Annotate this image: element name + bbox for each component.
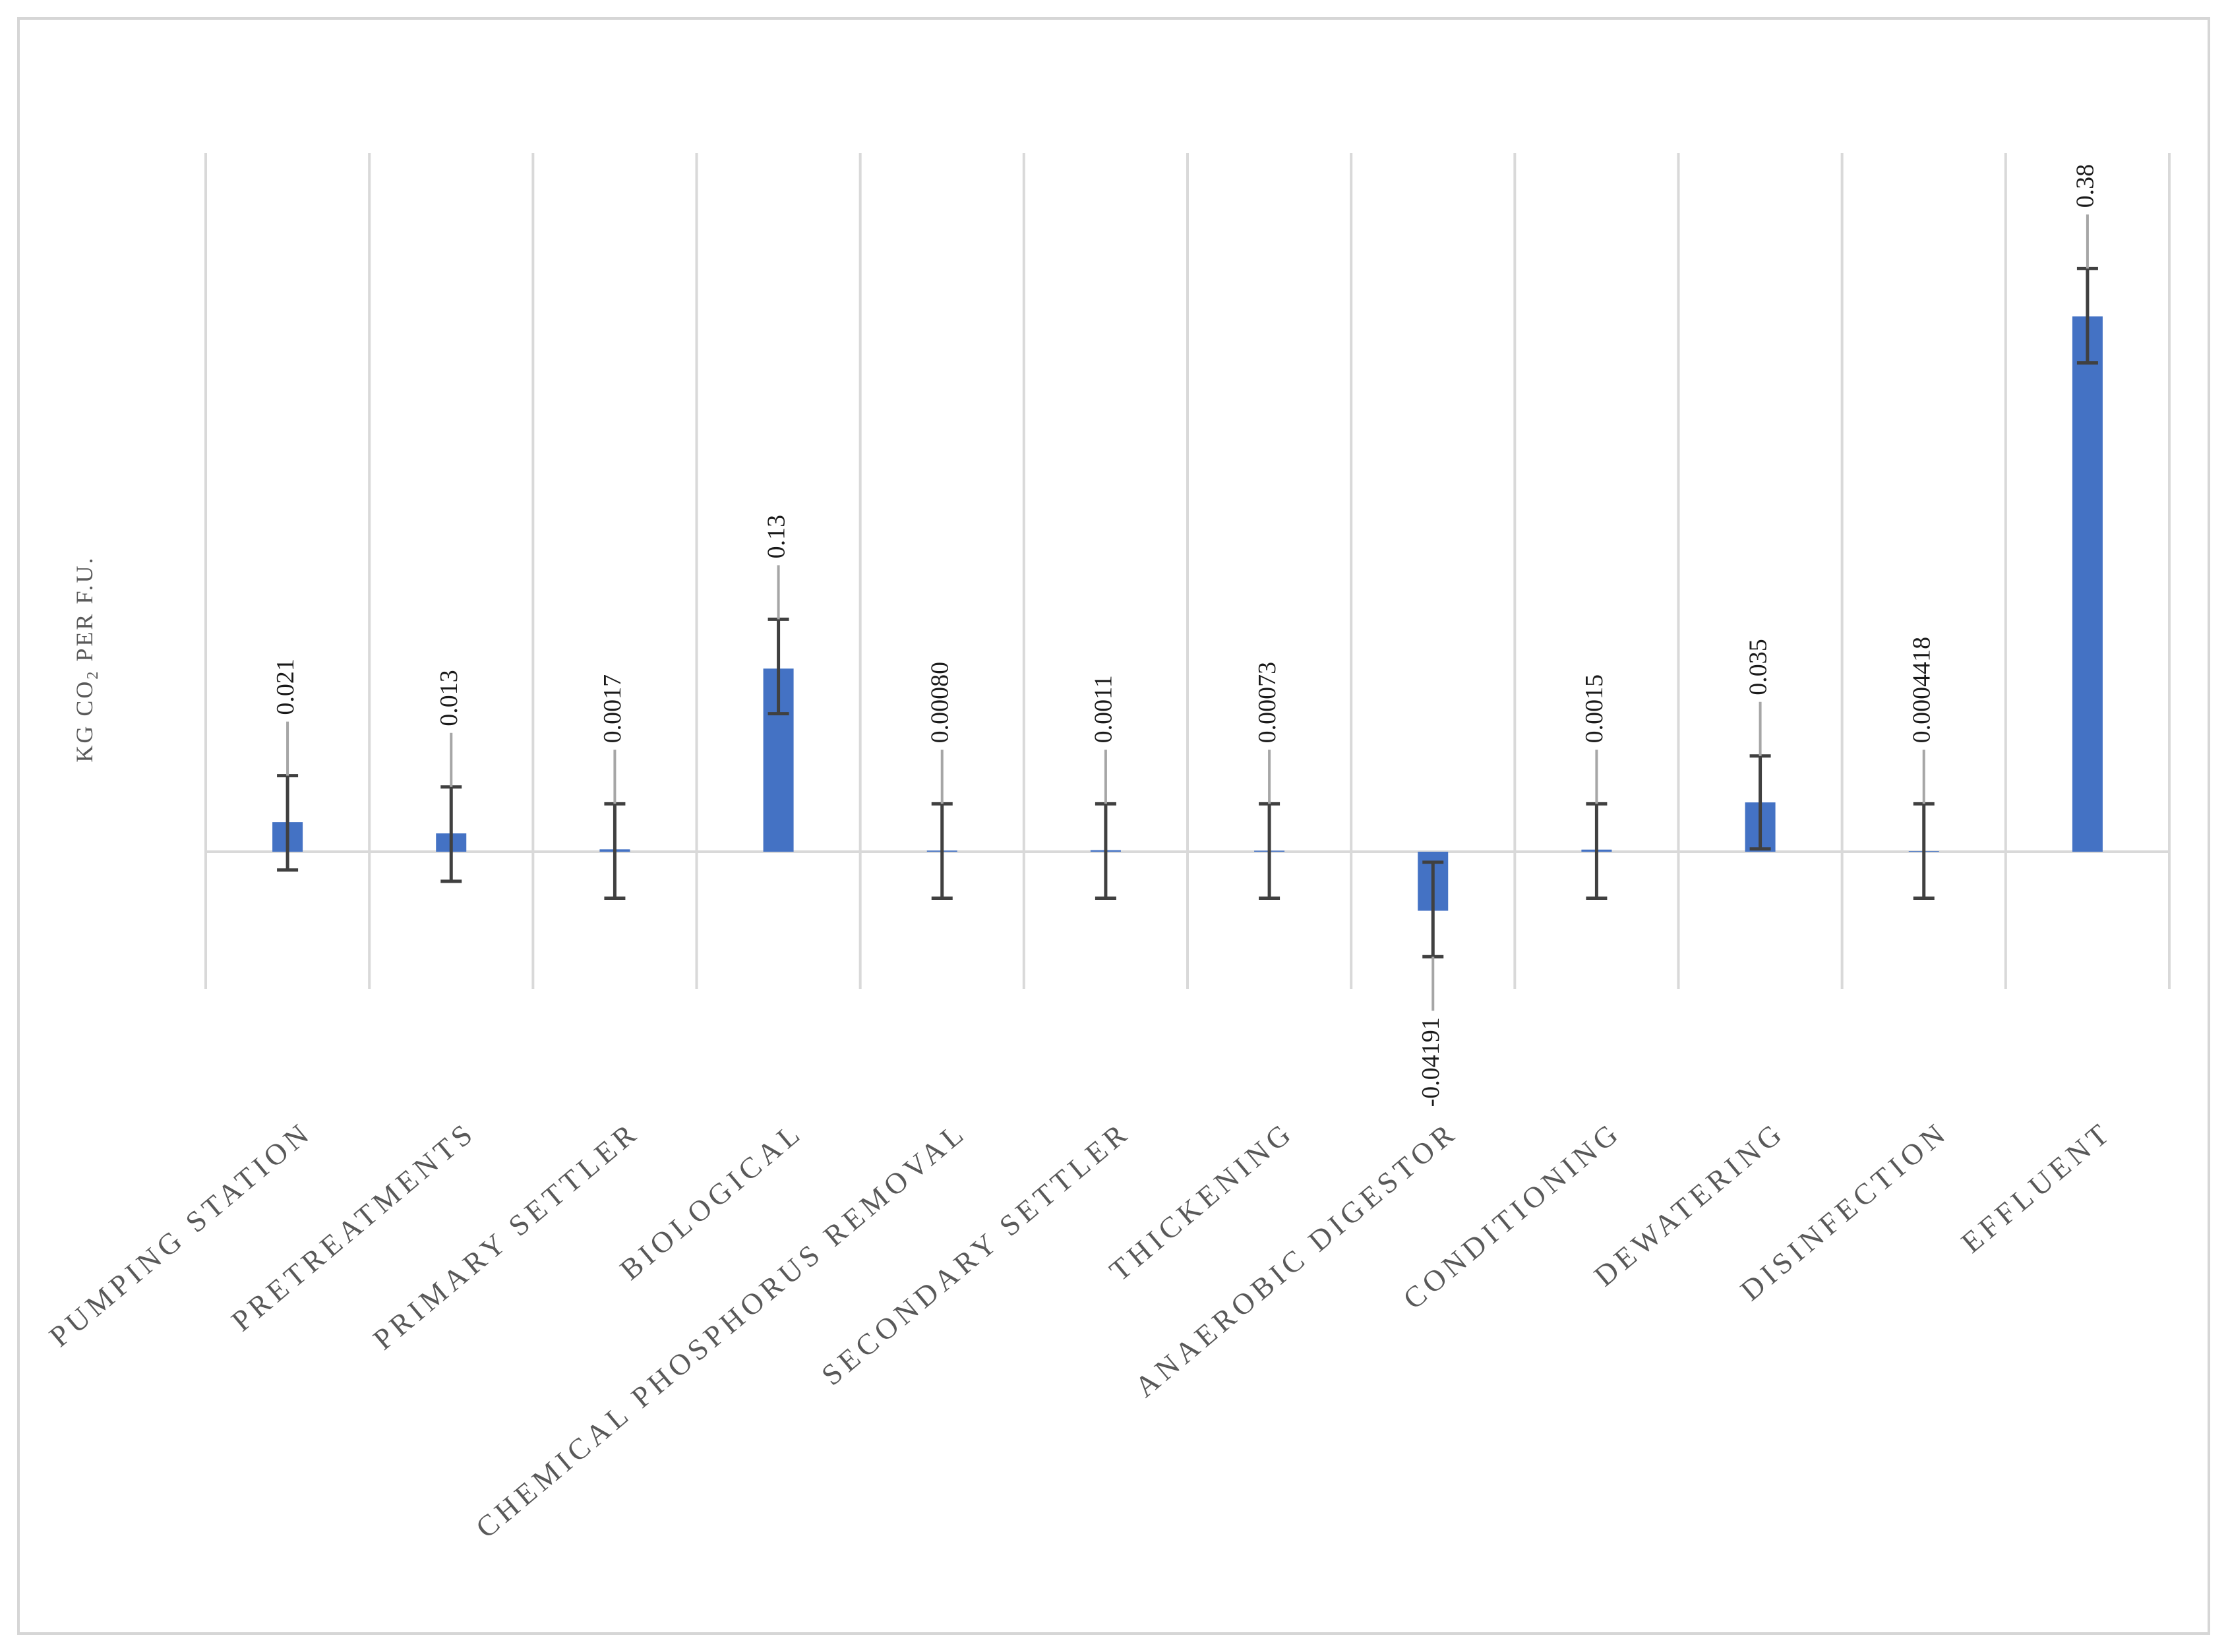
data-label-effluent: 0.38 [2072,164,2099,208]
category-label-primary-settler: PRIMARY SETTLER [367,1115,646,1356]
category-label-secondary-settler: SECONDARY SETTLER [815,1115,1136,1392]
data-label-dewatering: 0.035 [1744,639,1772,695]
data-label-secondary-settler: 0.0011 [1090,675,1118,743]
data-label-anaerobic-digestor: -0.04191 [1417,1017,1445,1107]
y-axis-label: KG CO2 PER F.U. [71,556,102,762]
data-label-primary-settler: 0.0017 [599,674,626,744]
category-label-effluent: EFFLUENT [1955,1115,2118,1259]
gridlines [204,153,2171,989]
error-bars [277,266,2098,959]
data-label-conditioning: 0.0015 [1581,674,1608,744]
category-label-anaerobic-digestor: ANAEROBIC DIGESTOR [1128,1115,1463,1403]
chart-frame [17,17,2210,1635]
data-label-pumping-station: 0.021 [272,659,299,715]
data-labels: 0.021 0.013 0.0017 0.13 0.00080 0.0011 0.00073… [272,164,2099,1107]
data-label-pretreatments: 0.013 [435,670,463,726]
bar-effluent [2072,316,2103,852]
category-label-pumping-station: PUMPING STATION [43,1115,318,1353]
data-label-thickening: 0.00073 [1253,662,1281,744]
data-label-disinfection: 0.0004418 [1908,637,1935,744]
data-label-chemical-phosphorus-removal: 0.00080 [926,662,953,744]
data-label-biological: 0.13 [762,515,790,559]
